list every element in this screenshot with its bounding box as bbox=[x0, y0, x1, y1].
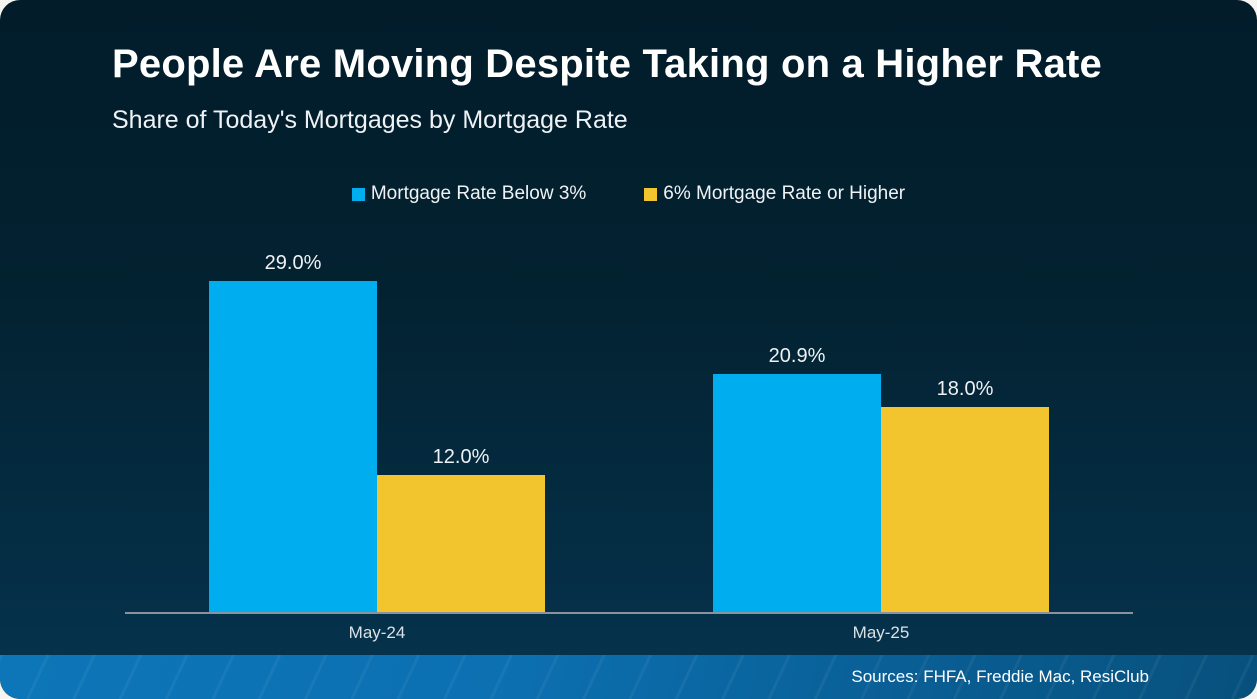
bar-may-24-6-percent-or-higher: 12.0% bbox=[377, 446, 545, 612]
bar-may-24-below-3-percent: 29.0% bbox=[209, 252, 377, 612]
bar-value-label-may-24-below-3-percent: 29.0% bbox=[264, 252, 322, 274]
source-footer: Sources: FHFA, Freddie Mac, ResiClub bbox=[0, 655, 1257, 699]
chart-subtitle: Share of Today's Mortgages by Mortgage R… bbox=[112, 106, 628, 134]
bar-may-25-6-percent-or-higher: 18.0% bbox=[881, 378, 1049, 612]
bar-value-label-may-24-6-percent-or-higher: 12.0% bbox=[432, 446, 490, 468]
x-axis-line bbox=[125, 612, 1133, 614]
bar-value-label-may-25-below-3-percent: 20.9% bbox=[768, 345, 826, 367]
legend-label-6-percent-or-higher: 6% Mortgage Rate or Higher bbox=[663, 183, 906, 204]
page-title: People Are Moving Despite Taking on a Hi… bbox=[112, 42, 1102, 86]
bar-value-label-may-25-6-percent-or-higher: 18.0% bbox=[936, 378, 994, 400]
x-axis-label-may-24: May-24 bbox=[348, 623, 406, 642]
legend-item-below-3-percent: Mortgage Rate Below 3% bbox=[351, 183, 587, 205]
legend-swatch-blue-icon bbox=[351, 187, 365, 201]
x-axis-label-may-25: May-25 bbox=[852, 623, 910, 642]
source-text: Sources: FHFA, Freddie Mac, ResiClub bbox=[851, 667, 1149, 686]
bar-chart-plot: 29.0% 12.0% May-24 20.9% 18.0% May-25 bbox=[125, 240, 1133, 642]
bar-group-may-24: 29.0% 12.0% May-24 bbox=[209, 240, 545, 642]
legend-item-6-percent-or-higher: 6% Mortgage Rate or Higher bbox=[644, 183, 905, 205]
legend-swatch-yellow-icon bbox=[644, 187, 658, 201]
bar-group-may-25: 20.9% 18.0% May-25 bbox=[713, 240, 1049, 642]
bar-may-25-below-3-percent: 20.9% bbox=[713, 345, 881, 612]
legend-label-below-3-percent: Mortgage Rate Below 3% bbox=[370, 183, 587, 204]
chart-legend: Mortgage Rate Below 3% 6% Mortgage Rate … bbox=[0, 183, 1257, 205]
